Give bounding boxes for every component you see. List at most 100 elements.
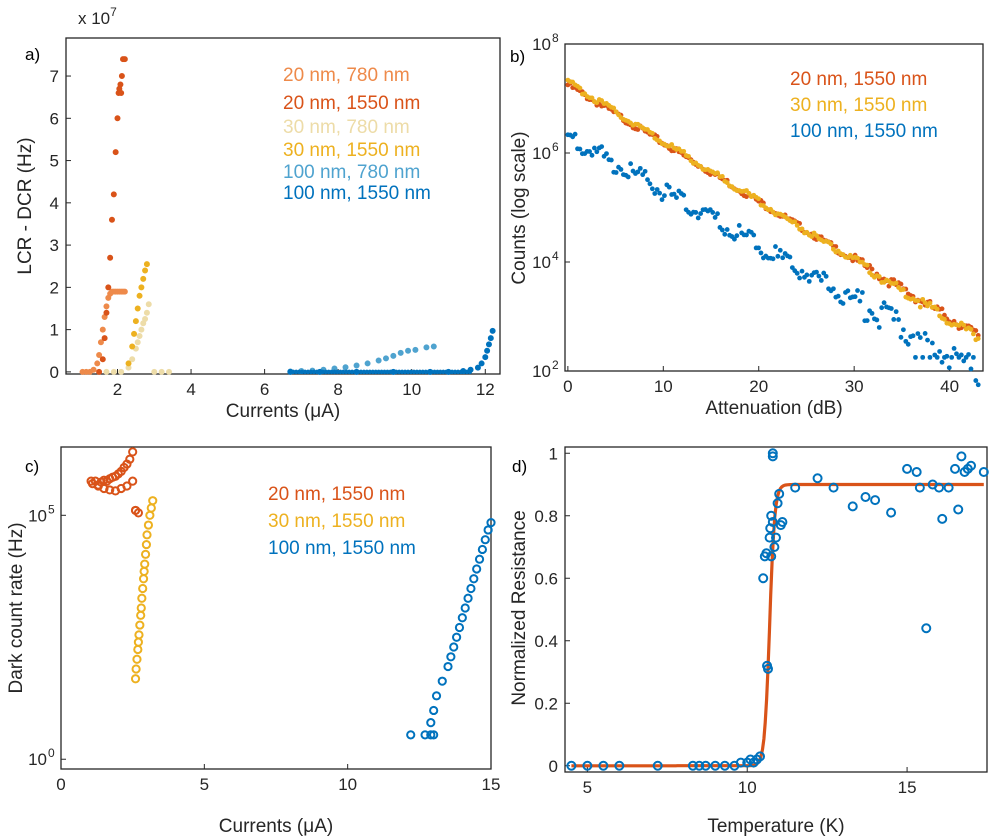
point-c bbox=[133, 637, 143, 647]
point-b bbox=[681, 148, 687, 154]
point-d bbox=[755, 751, 766, 762]
panel-c-marks bbox=[86, 447, 496, 740]
point-b bbox=[835, 293, 841, 299]
point-b bbox=[888, 306, 894, 311]
point-b bbox=[751, 232, 757, 238]
point-b bbox=[920, 354, 926, 360]
point-c bbox=[99, 483, 109, 494]
point-a bbox=[485, 341, 492, 348]
point-a bbox=[136, 292, 143, 299]
point-b bbox=[818, 278, 824, 283]
point-a bbox=[129, 343, 136, 350]
point-b bbox=[577, 85, 583, 91]
legend-a-100nm-780: 100 nm, 780 nm bbox=[283, 162, 420, 183]
point-b bbox=[910, 333, 916, 339]
point-d bbox=[687, 760, 698, 771]
point-d bbox=[766, 551, 777, 562]
point-b bbox=[927, 354, 933, 360]
panel-a-frame bbox=[65, 37, 501, 375]
point-d bbox=[772, 498, 783, 509]
legend-a-20nm-1550: 20 nm, 1550 nm bbox=[283, 93, 420, 114]
point-d bbox=[978, 467, 989, 477]
point-d bbox=[694, 760, 705, 771]
point-c bbox=[457, 613, 467, 623]
point-c bbox=[140, 559, 150, 569]
point-b bbox=[915, 298, 921, 304]
point-c bbox=[136, 610, 146, 620]
point-c bbox=[131, 664, 141, 674]
point-d bbox=[710, 760, 721, 771]
x-tick-label: 0 bbox=[563, 377, 572, 396]
point-b bbox=[806, 278, 812, 284]
point-a bbox=[405, 347, 412, 354]
point-b bbox=[855, 255, 860, 261]
point-b bbox=[637, 165, 643, 171]
point-a bbox=[90, 366, 97, 373]
point-b bbox=[881, 300, 887, 306]
point-b bbox=[905, 341, 911, 347]
x-tick-label: 10 bbox=[738, 778, 757, 797]
point-b bbox=[777, 247, 783, 253]
point-d bbox=[921, 623, 932, 634]
y-tick-label: 10 bbox=[28, 506, 47, 525]
point-a bbox=[132, 318, 139, 325]
point-b bbox=[855, 288, 860, 293]
point-a bbox=[103, 303, 110, 310]
point-c bbox=[431, 691, 442, 701]
point-d bbox=[937, 513, 948, 524]
point-b bbox=[893, 309, 899, 315]
point-d bbox=[758, 573, 769, 584]
panel-b-legend: 20 nm, 1550 nm 30 nm, 1550 nm 100 nm, 15… bbox=[790, 69, 938, 142]
point-d bbox=[763, 663, 774, 674]
point-a bbox=[151, 368, 158, 375]
point-b bbox=[900, 287, 906, 292]
point-b bbox=[611, 105, 617, 111]
y-tick-label: 1 bbox=[549, 444, 558, 463]
point-b bbox=[814, 269, 819, 275]
point-b bbox=[934, 306, 940, 312]
point-a bbox=[97, 339, 104, 346]
point-d bbox=[774, 488, 785, 499]
point-c bbox=[140, 549, 151, 559]
point-b bbox=[934, 354, 940, 360]
point-c bbox=[469, 574, 479, 584]
y-tick-label: 0.8 bbox=[534, 507, 558, 526]
y-tick-power: 2 bbox=[552, 358, 559, 372]
point-b bbox=[719, 227, 725, 233]
y-tick-label: 0.6 bbox=[534, 569, 558, 588]
point-b bbox=[710, 210, 716, 215]
point-d bbox=[934, 482, 945, 493]
point-b bbox=[816, 273, 822, 279]
point-b bbox=[618, 167, 624, 172]
point-c bbox=[146, 503, 156, 513]
point-a bbox=[484, 347, 491, 354]
point-b bbox=[917, 304, 923, 310]
y-tick-label: 4 bbox=[50, 194, 59, 213]
x-tick-label: 10 bbox=[654, 377, 673, 396]
point-a bbox=[353, 362, 360, 369]
panel-a-marks bbox=[79, 56, 496, 375]
point-d bbox=[767, 448, 778, 459]
point-b bbox=[830, 286, 836, 292]
point-b bbox=[780, 255, 786, 261]
panel-a-xlabel: Currents (μA) bbox=[226, 401, 340, 422]
y-tick-power: 6 bbox=[552, 140, 559, 154]
point-c bbox=[426, 718, 436, 728]
point-c bbox=[137, 593, 147, 603]
point-a bbox=[105, 284, 112, 291]
x-tick-label: 5 bbox=[200, 775, 209, 794]
point-b bbox=[608, 157, 614, 163]
point-b bbox=[794, 222, 800, 228]
point-b bbox=[666, 184, 672, 190]
y-tick-label: 0.4 bbox=[534, 632, 558, 651]
point-a bbox=[478, 360, 485, 367]
point-b bbox=[659, 197, 665, 203]
point-a bbox=[110, 191, 117, 198]
point-c bbox=[437, 676, 447, 686]
point-a bbox=[430, 343, 437, 350]
panel-c-legend: 20 nm, 1550 nm 30 nm, 1550 nm 100 nm, 15… bbox=[268, 484, 416, 559]
point-d bbox=[771, 532, 781, 543]
panel-d-label: d) bbox=[512, 457, 527, 476]
point-b bbox=[876, 274, 882, 279]
legend-b-30nm-1550: 30 nm, 1550 nm bbox=[790, 95, 927, 116]
